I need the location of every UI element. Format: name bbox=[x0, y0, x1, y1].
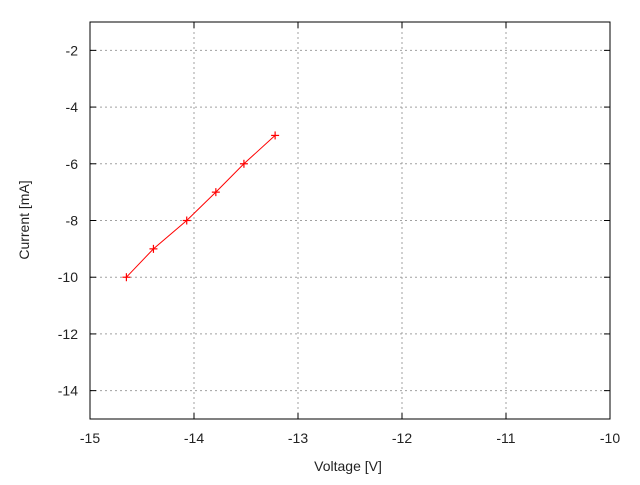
data-point bbox=[211, 188, 220, 197]
x-tick-label: -12 bbox=[392, 430, 412, 446]
x-tick-label: -15 bbox=[80, 430, 100, 446]
x-tick-label: -11 bbox=[496, 430, 515, 446]
data-point bbox=[271, 131, 280, 140]
data-point bbox=[239, 159, 248, 168]
data-point bbox=[182, 216, 191, 225]
x-tick-label: -13 bbox=[288, 430, 308, 446]
y-axis-label: Current [mA] bbox=[16, 180, 32, 259]
y-tick-label: -14 bbox=[58, 383, 78, 399]
series-line bbox=[126, 135, 276, 278]
data-point bbox=[122, 273, 131, 282]
x-tick-label: -14 bbox=[184, 430, 204, 446]
ticks: -15 -14 -13 -12 -11 -10 -14 -12 -10 -8 -6 -4 -2 bbox=[58, 22, 620, 446]
y-tick-label: -10 bbox=[58, 269, 78, 285]
data-point bbox=[149, 244, 158, 253]
y-tick-label: -2 bbox=[66, 42, 79, 58]
series bbox=[122, 131, 280, 282]
x-tick-label: -10 bbox=[600, 430, 620, 446]
x-axis-label: Voltage [V] bbox=[314, 458, 382, 474]
y-tick-label: -12 bbox=[58, 326, 78, 342]
y-tick-label: -6 bbox=[66, 156, 79, 172]
y-tick-label: -4 bbox=[66, 99, 79, 115]
grid bbox=[90, 22, 610, 419]
y-tick-label: -8 bbox=[66, 213, 79, 229]
